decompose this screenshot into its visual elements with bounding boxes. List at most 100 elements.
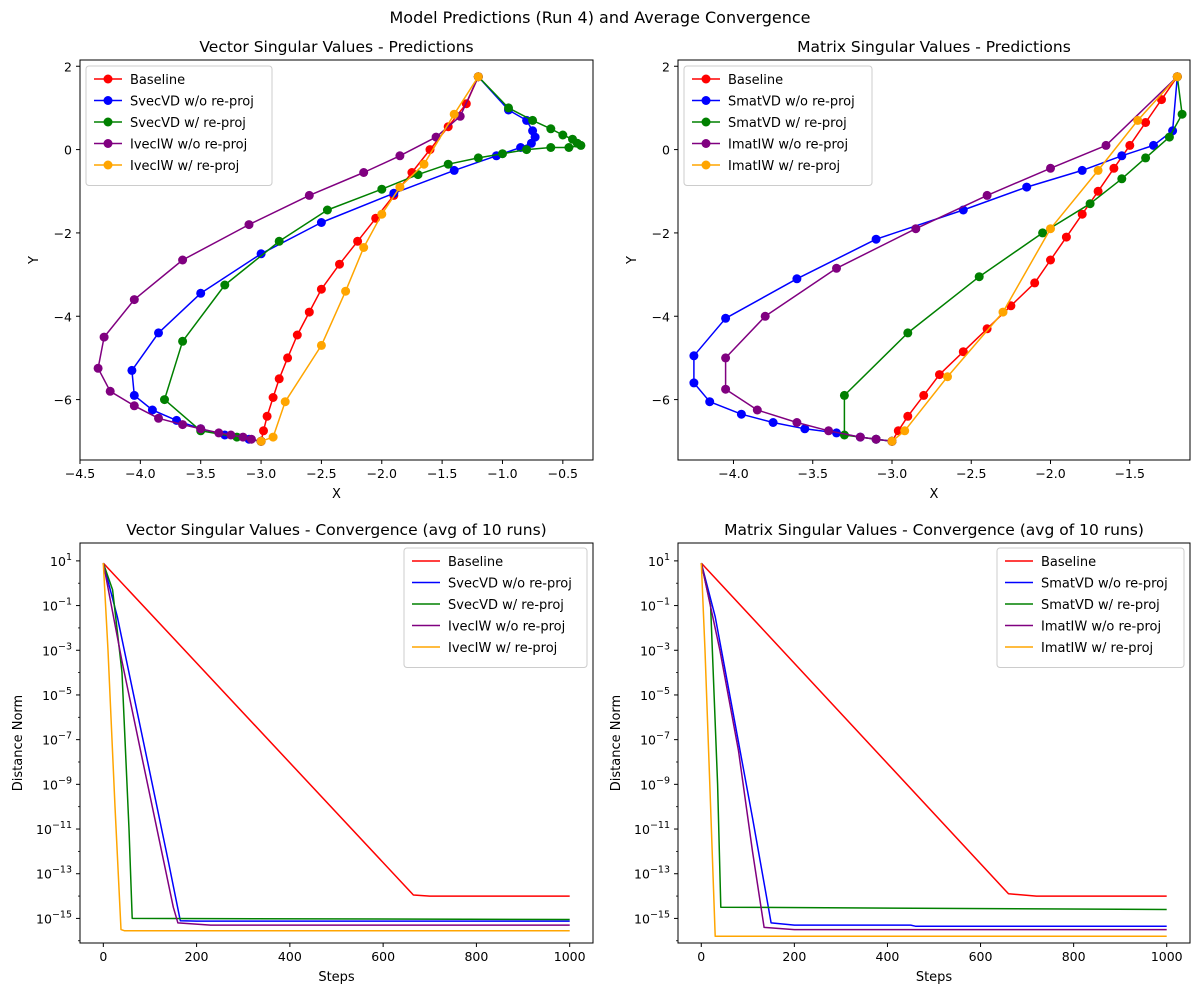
data-point bbox=[129, 295, 139, 305]
data-point bbox=[389, 188, 399, 198]
x-tick-label: 800 bbox=[1062, 949, 1086, 964]
y-tick-base: 10 bbox=[640, 733, 656, 748]
legend-label: IvecIW w/ re-proj bbox=[130, 159, 239, 174]
data-point bbox=[99, 332, 109, 342]
chart-title: Vector Singular Values - Predictions bbox=[199, 38, 473, 56]
y-tick-exponent: −7 bbox=[58, 731, 72, 742]
data-point bbox=[335, 259, 344, 269]
y-tick-label: 10−5 bbox=[640, 686, 670, 703]
data-point bbox=[178, 336, 188, 346]
data-point bbox=[903, 328, 913, 338]
plot-frame bbox=[677, 59, 1191, 461]
series-svecvd-w-re-proj bbox=[102, 562, 570, 921]
y-tick-base: 10 bbox=[42, 688, 58, 703]
series-baseline bbox=[102, 562, 570, 897]
series-smatvd-w-re-proj bbox=[839, 72, 1187, 446]
y-tick-base: 10 bbox=[640, 643, 656, 658]
data-point bbox=[1177, 109, 1187, 119]
y-tick-label: 10−9 bbox=[640, 775, 670, 792]
y-tick-base: 10 bbox=[42, 643, 58, 658]
data-point bbox=[395, 182, 405, 192]
data-point bbox=[1149, 140, 1158, 150]
x-tick-label: −2.5 bbox=[306, 466, 336, 481]
data-point bbox=[214, 428, 224, 438]
legend-swatch-marker bbox=[701, 160, 711, 170]
y-tick-base: 10 bbox=[634, 867, 650, 882]
legend-label: Baseline bbox=[728, 73, 783, 88]
data-point bbox=[911, 224, 921, 234]
data-point bbox=[721, 313, 731, 323]
data-point bbox=[304, 307, 314, 317]
y-tick-base: 10 bbox=[640, 777, 656, 792]
data-point bbox=[760, 311, 770, 321]
matrix-predictions-panel: Matrix Singular Values - Predictions −4.0… bbox=[625, 38, 1191, 502]
x-tick-label: 0 bbox=[697, 949, 705, 964]
legend-label: ImatIW w/ re-proj bbox=[1041, 641, 1153, 656]
legend-item-svecvd-w-re-proj: SvecVD w/ re-proj bbox=[412, 598, 564, 613]
legend: Baseline SmatVD w/o re-proj SmatVD w/ re-p… bbox=[683, 65, 873, 186]
y-tick-base: 10 bbox=[42, 733, 58, 748]
legend-swatch-marker bbox=[701, 139, 711, 148]
data-point bbox=[1030, 278, 1040, 288]
series-line-imatiw-w-re-proj bbox=[891, 76, 1178, 442]
data-point bbox=[316, 218, 326, 227]
x-tick-label: 0 bbox=[99, 949, 107, 964]
series-line-imatiw-w-re-proj bbox=[700, 563, 1167, 938]
data-point bbox=[268, 393, 278, 402]
y-tick-exponent: −5 bbox=[656, 686, 670, 697]
y-tick-label: 2 bbox=[64, 59, 72, 74]
legend-swatch-marker bbox=[103, 139, 113, 148]
data-point bbox=[292, 330, 302, 340]
y-tick-label: 10−7 bbox=[640, 731, 670, 748]
y-tick-exponent: −1 bbox=[58, 597, 72, 608]
data-point bbox=[154, 413, 163, 423]
legend-swatch-marker bbox=[103, 160, 113, 170]
data-point bbox=[1085, 199, 1095, 209]
x-tick-label: −3.5 bbox=[798, 466, 828, 481]
data-point bbox=[871, 434, 881, 444]
y-tick-label: 2 bbox=[662, 59, 670, 74]
y-tick-label: 10−1 bbox=[42, 597, 72, 614]
data-point bbox=[154, 328, 163, 338]
data-point bbox=[546, 124, 556, 134]
y-tick-label: −2 bbox=[652, 226, 670, 241]
legend-item-svecvd-w-re-proj: SvecVD w/ re-proj bbox=[94, 116, 246, 131]
data-point bbox=[160, 395, 169, 405]
legend-label: SmatVD w/o re-proj bbox=[1041, 577, 1168, 592]
legend-label: ImatIW w/o re-proj bbox=[728, 138, 848, 153]
y-tick-exponent: −13 bbox=[52, 865, 72, 876]
data-point bbox=[413, 170, 423, 180]
y-tick-exponent: −15 bbox=[52, 909, 72, 920]
x-tick-label: −1.5 bbox=[1115, 466, 1145, 481]
plot-frame bbox=[677, 542, 1191, 944]
series-imatiw-w-o-re-proj bbox=[700, 562, 1167, 931]
x-tick-label: −3.5 bbox=[186, 466, 216, 481]
y-tick-exponent: −1 bbox=[656, 597, 670, 608]
y-tick-label: 10−15 bbox=[634, 909, 670, 926]
x-axis-label: X bbox=[930, 487, 939, 502]
y-tick-base: 10 bbox=[50, 554, 66, 569]
data-point bbox=[528, 115, 538, 125]
y-tick-exponent: −7 bbox=[656, 731, 670, 742]
legend-item-smatvd-w-re-proj: SmatVD w/ re-proj bbox=[1005, 598, 1160, 613]
data-point bbox=[359, 168, 369, 177]
y-tick-base: 10 bbox=[634, 822, 650, 837]
data-point bbox=[304, 190, 314, 200]
data-point bbox=[244, 220, 254, 230]
series-line-baseline bbox=[700, 562, 1167, 897]
legend-box bbox=[403, 547, 588, 668]
y-tick-base: 10 bbox=[634, 911, 650, 926]
data-point bbox=[316, 340, 326, 350]
data-point bbox=[1117, 151, 1127, 161]
data-point bbox=[705, 397, 715, 407]
data-point bbox=[1022, 182, 1032, 192]
data-point bbox=[473, 72, 483, 82]
data-point bbox=[449, 165, 459, 175]
legend-label: IvecIW w/ re-proj bbox=[448, 641, 557, 656]
data-point bbox=[256, 436, 266, 446]
data-point bbox=[998, 307, 1008, 317]
x-axis-label: Steps bbox=[318, 970, 355, 985]
data-point bbox=[449, 109, 459, 119]
data-point bbox=[196, 424, 206, 434]
